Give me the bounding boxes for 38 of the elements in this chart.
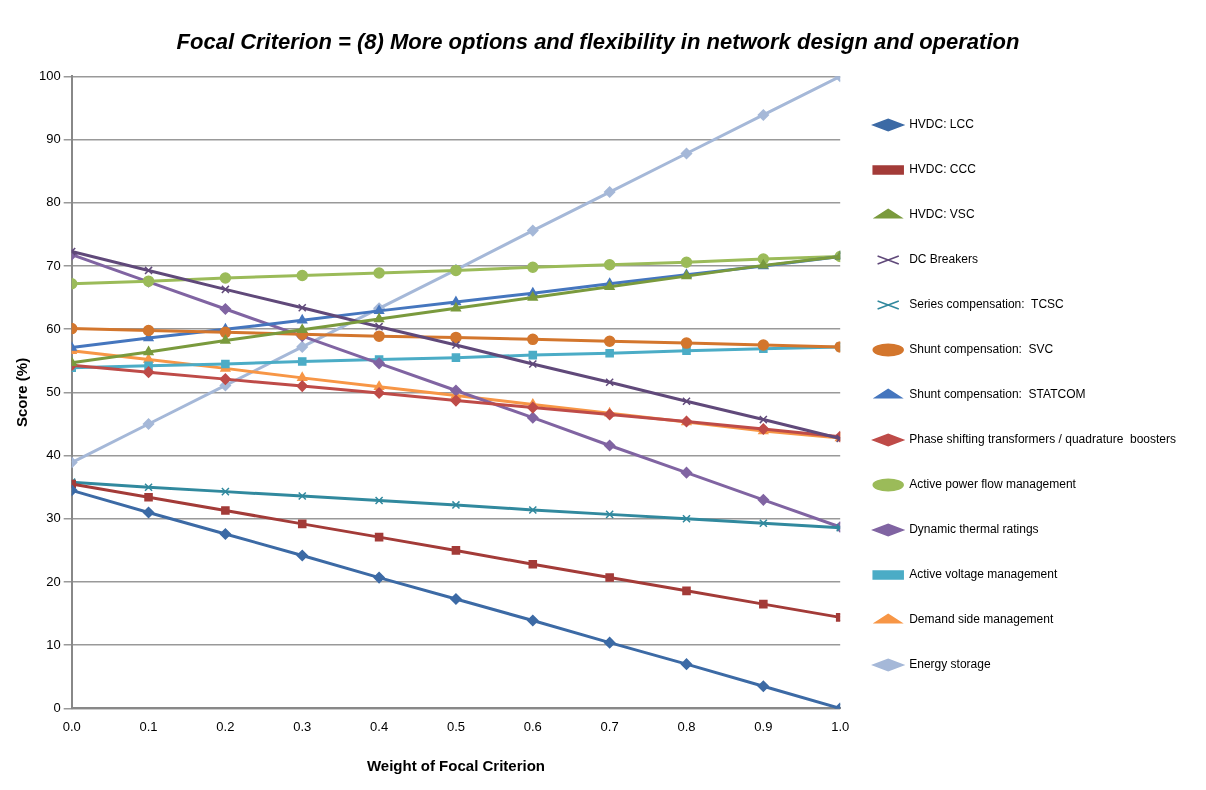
legend-label: Shunt compensation: STATCOM [909, 387, 1086, 402]
x-tick-label: 0.9 [754, 718, 773, 734]
legend-label: Series compensation: TCSC [909, 297, 1065, 312]
y-tick-label: 50 [46, 383, 61, 399]
y-tick-label: 80 [46, 194, 61, 210]
x-tick-label: 0.2 [216, 718, 235, 734]
legend-label: Active power flow management [909, 477, 1077, 492]
y-tick-label: 10 [46, 636, 61, 652]
y-tick-label: 40 [46, 447, 61, 463]
legend-label: Demand side management [909, 612, 1054, 627]
x-tick-label: 0.8 [677, 718, 696, 734]
y-tick-label: 0 [53, 699, 61, 715]
legend-label: Phase shifting transformers / quadrature boosters [909, 432, 1177, 447]
y-tick-label: 20 [46, 573, 61, 589]
y-tick-label: 60 [46, 320, 61, 336]
x-tick-label: 0.3 [293, 718, 312, 734]
legend-label: HVDC: CCC [909, 162, 977, 177]
x-tick-label: 0.0 [62, 718, 81, 734]
x-axis-title: Weight of Focal Criterion [366, 757, 545, 775]
y-tick-label: 90 [46, 131, 61, 147]
y-tick-label: 100 [38, 67, 61, 83]
x-tick-label: 1.0 [831, 718, 850, 734]
legend-label: Energy storage [909, 657, 991, 672]
y-tick-label: 70 [46, 257, 61, 273]
x-tick-label: 0.7 [600, 718, 619, 734]
y-tick-label: 30 [46, 510, 61, 526]
x-tick-label: 0.5 [446, 718, 465, 734]
legend-label: HVDC: VSC [909, 207, 975, 222]
legend-label: Dynamic thermal ratings [909, 522, 1039, 537]
x-tick-label: 0.6 [523, 718, 542, 734]
y-axis-title: Score (%) [13, 357, 31, 427]
chart-title: Focal Criterion = (8) More options and flexibility in network design and operation [176, 29, 1020, 55]
legend-label: HVDC: LCC [909, 117, 975, 132]
legend-label: Shunt compensation: SVC [909, 342, 1054, 357]
x-tick-label: 0.1 [139, 718, 158, 734]
legend-label: Active voltage management [909, 567, 1058, 582]
x-tick-label: 0.4 [370, 718, 389, 734]
legend-label: DC Breakers [909, 252, 978, 267]
